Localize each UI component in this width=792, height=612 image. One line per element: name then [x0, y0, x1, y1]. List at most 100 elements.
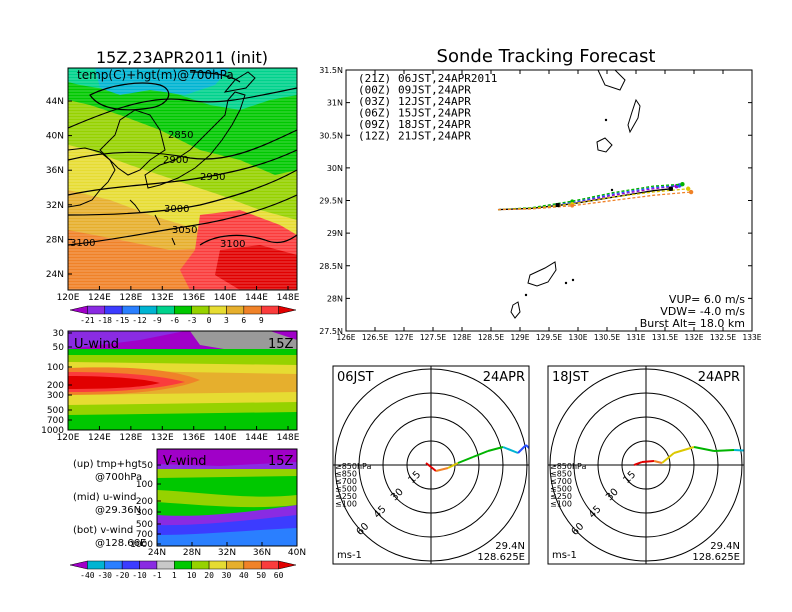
- contour-label: 3050: [172, 225, 197, 236]
- hodograph-segment: [693, 446, 715, 452]
- temperature-colorbar: -21 -18 -15 -12 -9 -6 -3 0 3 6 9: [69, 305, 297, 325]
- lat-tick-label: 28N: [327, 294, 343, 303]
- sonde-track-line: [497, 185, 677, 211]
- left-map-label: temp(C)+hgt(m)@700hPa: [77, 68, 234, 82]
- ring-label: 30: [604, 487, 621, 504]
- v-wind-panel: [157, 449, 297, 546]
- legend-run-time: (00Z): [358, 84, 391, 97]
- lon-tick-label: 132.5E: [710, 333, 736, 342]
- hodograph-segment: [457, 456, 474, 464]
- lat-tick-label: 44N: [46, 97, 64, 107]
- colorbar-tick-label: 9: [259, 316, 264, 325]
- lon-tick-label: 128E: [119, 293, 142, 303]
- legend-jst-time: 12JST,24APR: [398, 95, 471, 108]
- legend-jst-time: 21JST,24APR: [398, 130, 471, 143]
- pressure-tick-label: 50: [142, 461, 154, 471]
- pressure-tick-label: 700: [136, 530, 153, 540]
- legend-up-line1: (up) tmp+hgt: [73, 459, 142, 470]
- pressure-level-legend: ≤700: [550, 477, 572, 486]
- lon-tick-label: 32N: [218, 548, 236, 558]
- colorbar-tick-label: -30: [98, 571, 113, 580]
- colorbar-tick-label: -18: [98, 316, 113, 325]
- pressure-tick-label: 1000: [130, 540, 153, 550]
- sonde-burst-point: [688, 189, 694, 195]
- lon-tick-label: 132E: [684, 333, 703, 342]
- legend-jst-time: 09JST,24APR: [398, 84, 471, 97]
- legend-run-time: (12Z): [358, 130, 391, 143]
- lon-tick-label: 148E: [277, 433, 300, 443]
- lon-tick-label: 24N: [148, 548, 166, 558]
- param-burst: Burst Alt= 18.0 km: [640, 317, 745, 330]
- hodograph-segment: [525, 444, 529, 450]
- colorbar-tick-label: -15: [115, 316, 130, 325]
- lon-tick-label: 128E: [119, 433, 142, 443]
- hodograph-lon: 128.625E: [477, 552, 525, 563]
- lat-tick-label: 32N: [46, 201, 64, 211]
- pressure-level-legend: ≥850hPa: [550, 462, 587, 471]
- hodograph-segment: [754, 443, 759, 451]
- hodograph-time: 06JST: [337, 370, 374, 385]
- lon-tick-label: 144E: [245, 293, 268, 303]
- hodograph-segment: [653, 460, 663, 464]
- left-map-lon-ticks: 120E 124E 128E 132E 136E 140E 144E 148E: [57, 286, 300, 303]
- sonde-track-line: [497, 188, 689, 211]
- lon-tick-label: 136E: [182, 293, 205, 303]
- hodograph-segment: [661, 452, 675, 464]
- lon-tick-label: 132E: [151, 293, 174, 303]
- lon-tick-label: 128E: [452, 333, 471, 342]
- sonde-track-line: [497, 191, 692, 211]
- colorbar-swatch: [156, 305, 175, 315]
- colorbar-swatch: [278, 305, 297, 315]
- pressure-tick-label: 300: [136, 508, 153, 518]
- colorbar-tick-label: -10: [132, 571, 147, 580]
- u-wind-panel: [68, 331, 297, 430]
- wind-colorbar: -40 -30 -20 -10 -1 1 10 20 30 40 50 60: [69, 560, 297, 580]
- pressure-level-legend: ≤250: [335, 492, 357, 501]
- hodograph-segment: [435, 467, 449, 472]
- colorbar-swatch: [121, 560, 140, 570]
- pressure-level-legend: ≥850hPa: [335, 462, 372, 471]
- legend-jst-time: 06JST,24APR2011: [398, 72, 497, 85]
- pressure-tick-label: 200: [136, 497, 153, 507]
- sonde-marker: [555, 203, 560, 208]
- lat-tick-label: 28.5N: [319, 262, 343, 271]
- colorbar-swatch: [208, 305, 227, 315]
- colorbar-swatch: [174, 305, 192, 315]
- lon-tick-label: 133E: [742, 333, 761, 342]
- legend-run-time: (03Z): [358, 95, 391, 108]
- tracking-title: Sonde Tracking Forecast: [437, 46, 656, 67]
- legend-run-time: (21Z): [358, 72, 391, 85]
- hodograph-segment: [752, 443, 759, 445]
- lon-tick-label: 120E: [57, 433, 80, 443]
- sonde-burst-point: [686, 186, 691, 191]
- u-wind-label: U-wind: [74, 337, 119, 352]
- lon-tick-label: 136E: [182, 433, 205, 443]
- colorbar-swatch: [69, 560, 88, 570]
- pressure-tick-label: 50: [53, 343, 65, 353]
- pressure-tick-label: 100: [47, 363, 64, 373]
- lon-tick-label: 130.5E: [594, 333, 620, 342]
- colorbar-swatch: [69, 305, 88, 315]
- legend-run-time: (06Z): [358, 107, 391, 120]
- pressure-level-legend: ≤850: [550, 470, 572, 479]
- colorbar-tick-label: 60: [274, 571, 284, 580]
- lon-tick-label: 140E: [214, 293, 237, 303]
- ring-label: 60: [355, 521, 372, 538]
- legend-bot-line2: @128.66E: [95, 538, 146, 549]
- pressure-tick-label: 300: [47, 391, 64, 401]
- lon-tick-label: 40N: [288, 548, 306, 558]
- lat-tick-label: 28N: [46, 235, 64, 245]
- legend-bot-line1: (bot) v-wind: [73, 525, 133, 536]
- pressure-tick-label: 700: [47, 416, 64, 426]
- colorbar-tick-label: -40: [80, 571, 95, 580]
- lat-tick-label: 31N: [327, 99, 343, 108]
- lon-tick-label: 131E: [626, 333, 645, 342]
- colorbar-swatch: [260, 305, 279, 315]
- lat-tick-label: 29.5N: [319, 197, 343, 206]
- colorbar-tick-label: 20: [204, 571, 214, 580]
- lon-tick-label: 127E: [394, 333, 413, 342]
- legend-up-line2: @700hPa: [95, 472, 142, 483]
- hodograph-segment: [733, 449, 744, 452]
- sonde-marker: [668, 186, 673, 191]
